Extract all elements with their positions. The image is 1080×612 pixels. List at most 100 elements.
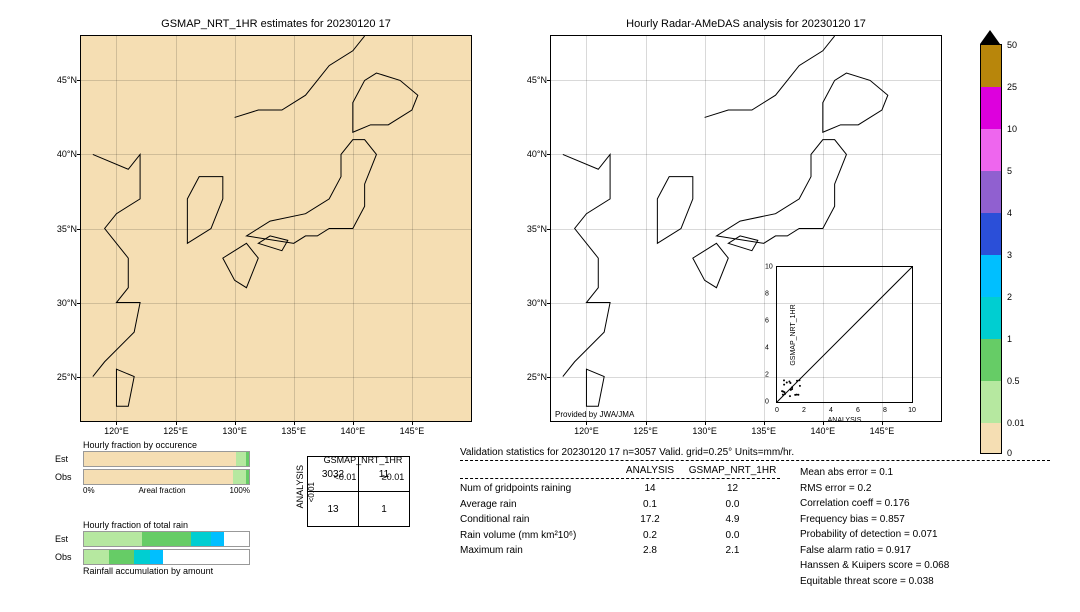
lat-tick: 40°N [515,149,547,159]
validation-metric: False alarm ratio = 0.917 [800,543,1050,559]
lat-tick: 30°N [515,298,547,308]
validation-metric: Probability of detection = 0.071 [800,527,1050,543]
validation-stats: Validation statistics for 20230120 17 n=… [460,447,1050,589]
validation-metric: Hanssen & Kuipers score = 0.068 [800,558,1050,574]
obs-label: Obs [55,472,83,482]
colorbar-segment [981,45,1001,87]
validation-metric: RMS error = 0.2 [800,481,1050,497]
lon-tick: 130°E [222,426,247,436]
colorbar-segment [981,255,1001,297]
ct-cell-10: 13 [308,492,359,527]
colorbar-label: 0.01 [1007,418,1025,428]
ct-cell-01: 11 [359,457,410,492]
lat-tick: 25°N [515,372,547,382]
validation-row: Conditional rain17.24.9 [460,512,780,528]
occurrence-est-bar [83,451,250,467]
colorbar-segment [981,129,1001,171]
colorbar-overflow-icon [980,30,1000,44]
colorbar-label: 2 [1007,292,1012,302]
bar-segment [142,532,192,546]
bar-segment [84,452,236,466]
totalrain-bars: Hourly fraction of total rain Est Obs Ra… [55,520,250,576]
colorbar-label: 50 [1007,40,1017,50]
colorbar-segment [981,297,1001,339]
validation-metric: Equitable threat score = 0.038 [800,574,1050,590]
obs-label: Obs [55,552,83,562]
bar-segment [150,550,163,564]
totalrain-est-bar [83,531,250,547]
colorbar-segment [981,381,1001,423]
lon-tick: 125°E [633,426,658,436]
occ-axis-mid: Areal fraction [138,486,185,495]
lat-tick: 35°N [515,224,547,234]
lat-tick: 30°N [45,298,77,308]
colorbar-label: 1 [1007,334,1012,344]
lon-tick: 135°E [751,426,776,436]
lat-tick: 45°N [515,75,547,85]
lon-tick: 130°E [692,426,717,436]
gsmap-map-panel: GSMAP_NRT_1HR estimates for 20230120 17 … [80,35,472,422]
coastline [551,36,941,421]
ct-row-head: ANALYSIS [295,465,305,508]
validation-metric: Frequency bias = 0.857 [800,512,1050,528]
lat-tick: 25°N [45,372,77,382]
bar-segment [163,550,249,564]
est-label: Est [55,534,83,544]
occ-axis-left: 0% [83,486,95,495]
validation-row: Average rain0.10.0 [460,497,780,513]
validation-row: Rain volume (mm km²10⁶)0.20.0 [460,528,780,544]
colorbar-label: 10 [1007,124,1017,134]
bar-segment [84,470,233,484]
lon-tick: 140°E [811,426,836,436]
bar-segment [84,532,142,546]
radar-map-panel: Hourly Radar-AMeDAS analysis for 2023012… [550,35,942,422]
bar-segment [84,550,109,564]
totalrain-bottom-label: Rainfall accumulation by amount [83,566,250,576]
colorbar-label: 5 [1007,166,1012,176]
lon-tick: 145°E [400,426,425,436]
bar-segment [134,550,151,564]
colorbar-segment [981,339,1001,381]
lon-tick: 135°E [281,426,306,436]
lon-tick: 145°E [870,426,895,436]
divider [460,460,1050,461]
colorbar-label: 3 [1007,250,1012,260]
validation-row: Maximum rain2.82.1 [460,543,780,559]
contingency-table: GSMAP_NRT_1HR ANALYSIS <0.01 ≥0.01 <0.01… [295,455,417,508]
bar-segment [246,470,249,484]
validation-row: Num of gridpoints raining1412 [460,481,780,497]
bar-segment [191,532,211,546]
validation-metric: Correlation coeff = 0.176 [800,496,1050,512]
lat-tick: 45°N [45,75,77,85]
colorbar-segment [981,213,1001,255]
val-col-gsmap: GSMAP_NRT_1HR [685,465,780,476]
colorbar-label: 0.5 [1007,376,1020,386]
colorbar-label: 25 [1007,82,1017,92]
coastline [81,36,471,421]
lat-tick: 35°N [45,224,77,234]
est-label: Est [55,454,83,464]
bar-segment [236,452,246,466]
gsmap-map-title: GSMAP_NRT_1HR estimates for 20230120 17 [161,18,391,30]
bar-segment [224,532,249,546]
validation-metric: Mean abs error = 0.1 [800,465,1050,481]
bar-segment [211,532,224,546]
bar-segment [246,452,249,466]
ct-cell-11: 1 [359,492,410,527]
colorbar: 502510543210.50.010 [980,30,1002,454]
colorbar-segment [981,171,1001,213]
occurrence-obs-bar [83,469,250,485]
validation-title: Validation statistics for 20230120 17 n=… [460,447,1050,458]
lon-tick: 125°E [163,426,188,436]
ct-cell-00: 3032 [308,457,359,492]
totalrain-obs-bar [83,549,250,565]
bar-segment [109,550,134,564]
lon-tick: 140°E [341,426,366,436]
occ-axis-right: 100% [230,486,250,495]
lat-tick: 40°N [45,149,77,159]
colorbar-segment [981,87,1001,129]
lon-tick: 120°E [104,426,129,436]
totalrain-title: Hourly fraction of total rain [83,520,250,530]
bar-segment [233,470,246,484]
val-col-analysis: ANALYSIS [615,465,685,476]
